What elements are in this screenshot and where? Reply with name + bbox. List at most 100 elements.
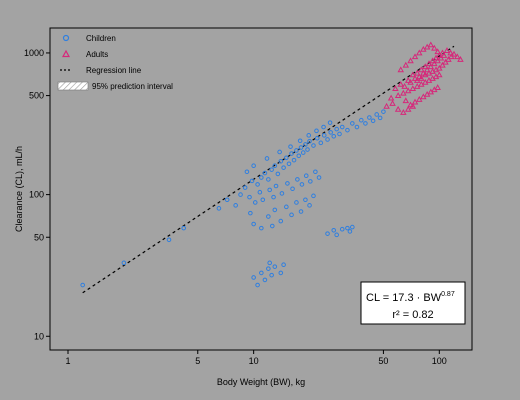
children-point: [242, 185, 248, 190]
adults-point: [442, 58, 449, 65]
adults-point: [429, 57, 436, 64]
adults-point: [404, 105, 412, 112]
children-point: [370, 118, 376, 124]
children-point: [272, 207, 278, 213]
legend-label-2: Regression line: [86, 66, 142, 75]
y-tick-label-500: 500: [29, 91, 44, 101]
children-point: [249, 178, 255, 184]
children-point: [377, 115, 383, 121]
children-point: [284, 155, 289, 161]
children-point: [275, 171, 281, 177]
children-point: [271, 194, 276, 200]
y-tick-label-10: 10: [34, 331, 44, 341]
children-point: [224, 197, 230, 203]
plot-area: [49, 27, 473, 351]
children-point: [266, 214, 271, 219]
x-tick-label-5: 5: [195, 356, 200, 366]
children-point: [294, 200, 299, 205]
adults-point: [425, 60, 433, 67]
children-point: [337, 131, 342, 137]
equation-text: CL = 17.3 · BW0.87: [366, 291, 455, 304]
equation-box: CL = 17.3 · BW0.87 r² = 0.82: [360, 281, 466, 325]
children-point: [295, 177, 300, 182]
adults-point: [409, 102, 417, 109]
children-point: [350, 224, 355, 230]
children-point: [306, 133, 312, 138]
adults-point: [434, 48, 441, 55]
children-point: [318, 140, 324, 146]
adults-point: [443, 47, 451, 53]
children-point: [321, 133, 327, 138]
children-point: [381, 109, 386, 114]
children-point: [305, 147, 310, 152]
children-point: [267, 260, 272, 266]
children-point: [255, 182, 260, 187]
adults-point: [439, 61, 446, 68]
x-tick-label-100: 100: [432, 356, 447, 366]
children-point: [303, 197, 308, 203]
children-point: [286, 161, 292, 167]
children-point: [307, 138, 312, 144]
children-point: [339, 226, 345, 232]
legend-label-3: 95% prediction interval: [92, 82, 173, 91]
children-point: [334, 126, 339, 132]
adults-point: [440, 52, 448, 58]
children-point: [334, 232, 339, 238]
adults-point: [401, 83, 408, 89]
legend-children-symbol: [62, 34, 70, 42]
children-point: [291, 157, 297, 163]
children-point: [252, 200, 258, 205]
children-point: [300, 150, 306, 155]
children-point: [272, 163, 278, 168]
adults-point: [413, 83, 421, 89]
children-point: [244, 169, 250, 175]
adults-point: [394, 92, 402, 99]
children-point: [299, 182, 305, 187]
children-point: [255, 282, 260, 288]
children-point: [281, 262, 286, 268]
adults-point: [436, 71, 443, 78]
children-point: [278, 270, 284, 276]
children-point: [259, 175, 264, 180]
children-point: [325, 137, 330, 142]
adults-point: [434, 84, 441, 90]
adults-point: [421, 63, 429, 70]
children-point: [269, 272, 274, 278]
children-point: [327, 120, 333, 125]
children-point: [238, 192, 243, 197]
children-point: [269, 167, 274, 172]
children-point: [272, 264, 278, 269]
children-point: [303, 173, 309, 178]
children-point: [278, 218, 284, 224]
children-point: [290, 186, 295, 192]
children-point: [248, 210, 253, 216]
adults-point: [383, 102, 390, 109]
children-point: [233, 203, 238, 208]
adults-point: [387, 94, 395, 101]
children-point: [251, 221, 256, 227]
adults-point: [411, 98, 419, 105]
children-point: [281, 165, 286, 170]
children-point: [297, 138, 303, 144]
adults-point: [416, 73, 423, 80]
children-point: [264, 156, 270, 161]
children-point: [269, 223, 275, 229]
x-tick-label-1: 1: [65, 356, 70, 366]
legend-label-0: Children: [86, 34, 116, 43]
children-point: [345, 225, 350, 231]
x-tick-label-50: 50: [378, 356, 388, 366]
children-point: [367, 115, 372, 120]
adults-point: [400, 89, 407, 96]
children-point: [257, 189, 263, 195]
children-point: [181, 225, 187, 231]
children-point: [259, 270, 264, 276]
adults-point: [397, 80, 405, 87]
children-point: [331, 133, 337, 139]
children-point: [345, 127, 350, 133]
adults-point: [409, 85, 417, 92]
children-point: [251, 163, 256, 168]
children-point: [285, 181, 290, 186]
children-point: [121, 260, 127, 266]
adults-point: [407, 101, 414, 108]
